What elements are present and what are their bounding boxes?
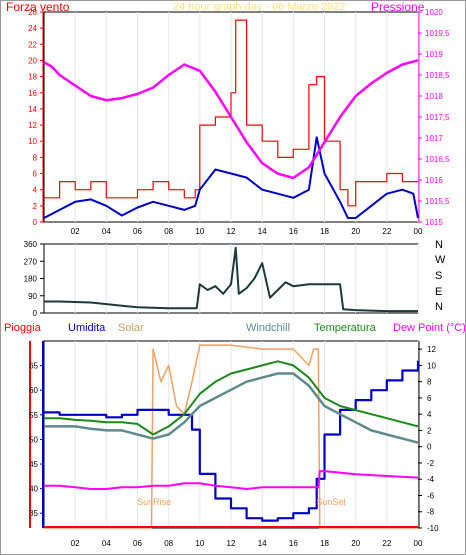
direction-y-tick-label: 180 [24,275,38,284]
humidity-y-tick-label: 60 [29,386,38,395]
solar-series [44,344,418,529]
temp-x-tick-label: 02 [71,539,80,548]
wind-y-tick-label: 12 [28,121,37,130]
wind-x-tick-label: 22 [382,227,391,236]
pressure-y-tick-label: 1017 [425,134,443,143]
pressure-y-tick-label: 1020 [425,8,443,17]
pressure-y-tick-label: 1018,5 [425,71,450,80]
legend-humidity: Umidita [68,322,106,334]
dewpoint-series [44,470,419,490]
pressure-y-tick-label: 1015,5 [425,197,450,206]
wind-y-tick-label: 24 [28,24,37,33]
direction-letter-e: E [435,286,443,298]
sunset-annotation: SunSet [316,497,346,507]
wind-x-tick-label: 04 [102,227,111,236]
legend-temperature: Temperatura [314,322,376,334]
temp-y-tick-label: 0 [427,443,432,452]
pressure-series [43,59,419,180]
temp-x-tick-label: 10 [195,539,204,548]
temperature-series [44,360,419,436]
wind-x-tick-label: 08 [164,227,173,236]
wind-x-tick-label: 20 [351,227,360,236]
wind-y-tick-label: 0 [33,218,38,227]
temp-y-tick-label: -6 [427,491,435,500]
pressure-y-tick-label: 1018 [425,92,443,101]
temp-y-tick-label: -2 [427,459,435,468]
temp-x-tick-label: 12 [227,539,236,548]
pressure-y-tick-label: 1016 [425,176,443,185]
legend-windchill: Windchill [246,322,291,334]
wind-y-tick-label: 6 [33,170,38,179]
pressure-y-tick-label: 1017,5 [425,113,450,122]
temp-y-tick-label: -10 [427,524,439,533]
sunrise-annotation: SunRise [137,497,171,507]
wind-y-tick-label: 14 [28,105,37,114]
temp-y-tick-label: 4 [427,410,432,419]
pressure-y-tick-label: 1019 [425,50,443,59]
legend-solar: Solar [118,322,144,334]
wind-y-tick-label: 20 [28,56,37,65]
pressure-y-tick-label: 1016,5 [425,155,450,164]
wind-x-tick-label: 12 [227,227,236,236]
wind-y-tick-label: 10 [28,137,37,146]
humidity-y-tick-label: 45 [29,460,38,469]
wind-x-tick-label: 16 [289,227,298,236]
wind-average-series [43,136,419,219]
temp-x-tick-label: 20 [351,539,360,548]
wind-x-tick-label: 10 [195,227,204,236]
temp-x-tick-label: 00 [414,539,423,548]
wind-x-tick-label: 18 [320,227,329,236]
temp-x-tick-label: 22 [382,539,391,548]
humidity-series [44,360,420,522]
temp-x-tick-label: 18 [320,539,329,548]
temp-y-tick-label: 2 [427,426,432,435]
temp-y-tick-label: -8 [427,508,435,517]
direction-y-tick-label: 90 [28,292,37,301]
temp-y-tick-label: 6 [427,394,432,403]
wind-y-tick-label: 22 [28,40,37,49]
direction-y-tick-label: 0 [33,309,38,318]
pressure-y-tick-label: 1019,5 [425,29,450,38]
wind-direction-series [44,246,418,313]
humidity-y-tick-label: 40 [29,485,38,494]
wind-x-tick-label: 06 [133,227,142,236]
wind-speed-label: Forza vento [6,0,70,14]
direction-y-tick-label: 360 [24,240,38,249]
graph-title: 24 hour graph day - 06 Marzo 2022 [173,1,346,13]
direction-y-tick-label: 270 [24,257,38,266]
temp-y-tick-label: -4 [427,475,435,484]
temp-y-tick-label: 12 [427,345,436,354]
temp-x-tick-label: 16 [289,539,298,548]
wind-y-tick-label: 18 [28,73,37,82]
direction-letter-w: W [435,254,446,266]
direction-letter-n-top: N [435,239,443,251]
humidity-y-tick-label: 55 [29,411,38,420]
wind-x-tick-label: 14 [258,227,267,236]
wind-speed-series [44,19,418,207]
wind-x-tick-label: 00 [414,227,423,236]
temp-y-tick-label: 8 [427,378,432,387]
humidity-y-tick-label: 35 [29,509,38,518]
wind-x-tick-label: 02 [71,227,80,236]
windchill-series [44,372,419,444]
wind-y-tick-label: 8 [33,153,38,162]
direction-letter-n-bottom: N [435,301,443,313]
temp-x-tick-label: 06 [133,539,142,548]
direction-letter-s: S [435,270,443,282]
legend-rain: Pioggia [4,322,41,334]
pressure-label: Pressione [371,0,425,14]
pressure-y-tick-label: 1015 [425,218,443,227]
wind-y-tick-label: 4 [33,186,38,195]
legend-dewpoint: Dew Point (°C) [393,322,466,334]
temp-x-tick-label: 04 [102,539,111,548]
temp-y-tick-label: 10 [427,361,436,370]
temp-x-tick-label: 08 [164,539,173,548]
humidity-y-tick-label: 65 [29,362,38,371]
humidity-y-tick-label: 50 [29,435,38,444]
wind-y-tick-label: 26 [28,8,37,17]
wind-y-tick-label: 16 [28,89,37,98]
wind-y-tick-label: 2 [33,202,38,211]
temp-x-tick-label: 14 [258,539,267,548]
